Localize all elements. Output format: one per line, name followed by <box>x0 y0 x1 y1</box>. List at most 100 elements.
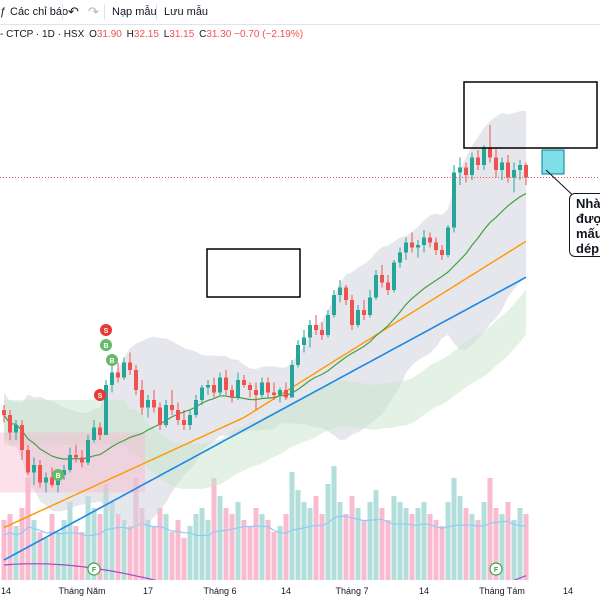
x-tick-label: Tháng Tám <box>479 586 525 596</box>
volume-bar <box>523 514 529 580</box>
candle-body <box>452 172 456 228</box>
consolidation-box <box>206 248 301 298</box>
buy-signal-marker <box>100 339 112 351</box>
candle-body <box>518 165 522 170</box>
candle-body <box>2 410 6 415</box>
candle-body <box>260 382 264 395</box>
save-template-button[interactable]: Lưu mẫu <box>164 6 209 18</box>
candle-body <box>332 295 336 315</box>
candle-body <box>278 390 282 395</box>
buy-signal-label: B <box>103 343 108 350</box>
chart-toolbar: ƒ Các chỉ báo ↶ ↷ Nạp mẫu Lưu mẫu <box>0 0 600 25</box>
callout-line: dép <box>576 241 600 256</box>
volume-bar <box>289 472 295 580</box>
volume-bar <box>349 496 355 580</box>
volume-bar <box>211 478 217 580</box>
candle-body <box>188 415 192 425</box>
candle-body <box>110 372 114 385</box>
indicators-button[interactable]: Các chỉ báo <box>10 6 69 18</box>
volume-bar <box>463 508 469 580</box>
x-tick-label: 14 <box>418 586 430 596</box>
candle-body <box>350 300 354 325</box>
volume-bar <box>325 484 331 580</box>
volume-bar <box>169 532 175 580</box>
note-callout[interactable]: Nhà được mấu dép <box>569 193 600 257</box>
volume-bar <box>163 514 169 580</box>
ma20-line <box>3 192 527 460</box>
close-key: C <box>199 29 207 40</box>
volume-bar <box>385 520 391 580</box>
volume-bar <box>79 532 85 580</box>
volume-bar <box>205 520 211 580</box>
volume-bar <box>229 514 235 580</box>
volume-bar <box>493 508 499 580</box>
price-chart[interactable]: S B B S B F F <box>0 0 600 580</box>
volume-bar <box>511 520 517 580</box>
volume-bar <box>445 502 451 580</box>
volume-bar <box>241 520 247 580</box>
candle-body <box>248 385 252 390</box>
candle-body <box>242 380 246 385</box>
volume-bar <box>61 520 67 580</box>
volume-bar <box>127 526 133 580</box>
volume-bar <box>85 496 91 580</box>
candle-body <box>176 410 180 420</box>
volume-bar <box>415 508 421 580</box>
low-key: L <box>163 29 170 40</box>
volume-bar <box>49 514 55 580</box>
volume-bar <box>451 478 457 580</box>
candle-body <box>338 287 342 295</box>
candle-body <box>50 477 54 485</box>
candle-body <box>356 310 360 325</box>
candle-body <box>512 170 516 178</box>
candle-body <box>218 377 222 393</box>
candle-body <box>272 392 276 395</box>
candle-body <box>230 390 234 398</box>
candle-body <box>254 390 258 395</box>
undo-icon[interactable]: ↶ <box>68 4 79 19</box>
symbol-label[interactable]: - CTCP · 1D · HSX <box>0 29 85 40</box>
candle-body <box>8 415 12 433</box>
candle-body <box>290 365 294 398</box>
volume-bar <box>343 514 349 580</box>
volume-bar <box>19 508 25 580</box>
candle-body <box>380 275 384 283</box>
load-template-button[interactable]: Nạp mẫu <box>112 6 157 18</box>
buy-signal-label: B <box>109 358 114 365</box>
x-tick-label: 14 <box>562 586 574 596</box>
volume-bar <box>331 466 337 580</box>
volume-bar <box>67 502 73 580</box>
volume-bar <box>427 514 433 580</box>
volume-bar <box>319 514 325 580</box>
x-tick-label: 14 <box>280 586 292 596</box>
price-legend: - CTCP · 1D · HSX O31.90 H32.15 L31.15 C… <box>0 26 303 44</box>
volume-bar <box>145 520 151 580</box>
candle-body <box>410 242 414 248</box>
fx-icon[interactable]: ƒ <box>0 6 7 18</box>
volume-bar <box>97 514 103 580</box>
candle-body <box>494 157 498 170</box>
volume-bar <box>7 514 13 580</box>
volume-bar <box>313 496 319 580</box>
redo-icon[interactable]: ↷ <box>88 4 99 19</box>
candle-body <box>20 425 24 450</box>
ma100-line <box>3 276 527 561</box>
candle-body <box>212 385 216 393</box>
toolbar-divider <box>156 4 157 20</box>
candle-body <box>104 385 108 435</box>
volume-bar <box>91 508 97 580</box>
volume-bar <box>295 490 301 580</box>
candle-body <box>158 407 162 425</box>
candle-body <box>170 405 174 410</box>
volume-bar <box>55 532 61 580</box>
volume-bar <box>265 520 271 580</box>
candle-body <box>14 425 18 433</box>
candle-body <box>308 325 312 338</box>
sell-signal-marker <box>94 389 106 401</box>
callout-line: mấu <box>576 226 600 241</box>
candle-body <box>464 167 468 175</box>
volume-bar <box>367 502 373 580</box>
candle-body <box>320 330 324 335</box>
volume-bar <box>361 520 367 580</box>
volume-bar <box>391 496 397 580</box>
